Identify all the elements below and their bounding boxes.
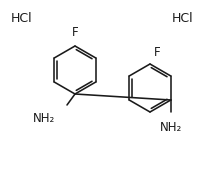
Text: HCl: HCl [171, 11, 193, 24]
Text: NH₂: NH₂ [33, 112, 55, 125]
Text: NH₂: NH₂ [159, 121, 181, 134]
Text: F: F [153, 46, 160, 59]
Text: F: F [71, 26, 78, 39]
Text: HCl: HCl [11, 11, 33, 24]
